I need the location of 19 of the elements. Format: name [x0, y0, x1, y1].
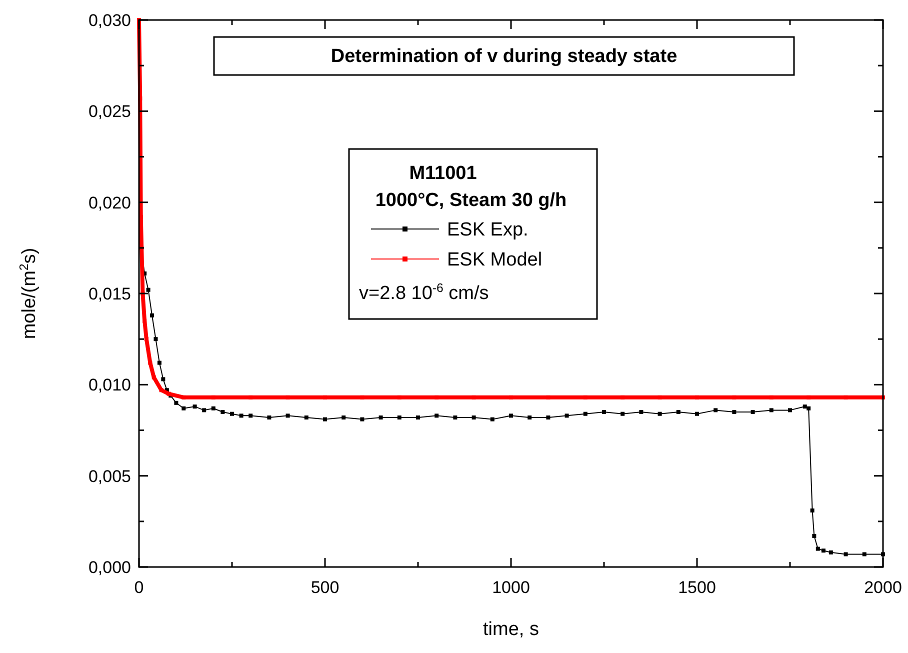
- y-tick-label: 0,005: [88, 466, 131, 486]
- x-tick-label: 1000: [492, 578, 530, 597]
- x-tick-label: 2000: [864, 578, 902, 597]
- y-tick-label: 0,010: [88, 376, 131, 395]
- y-tick-label: 0,030: [88, 10, 131, 30]
- x-tick-label: 0: [134, 578, 144, 597]
- y-tick-label: 0,025: [88, 102, 131, 122]
- x-tick-label: 500: [310, 578, 340, 597]
- legend-title: M11001: [409, 163, 478, 184]
- y-tick-label: 0,000: [88, 558, 131, 577]
- y-tick-label: 0,015: [88, 284, 131, 304]
- text: Determination of v during steady state: [330, 46, 678, 67]
- legend-label: ESK Model: [447, 250, 542, 271]
- legend-label: ESK Exp.: [447, 220, 528, 241]
- y-tick-label: 0,020: [88, 193, 131, 212]
- annotation: 1000°C, Steam 30 g/h: [375, 190, 567, 211]
- x-axis-title: time, s: [483, 619, 539, 640]
- annotation: v=2.8 10$^{-6}$ cm/s: [359, 281, 489, 304]
- x-tick-label: 1500: [678, 578, 716, 597]
